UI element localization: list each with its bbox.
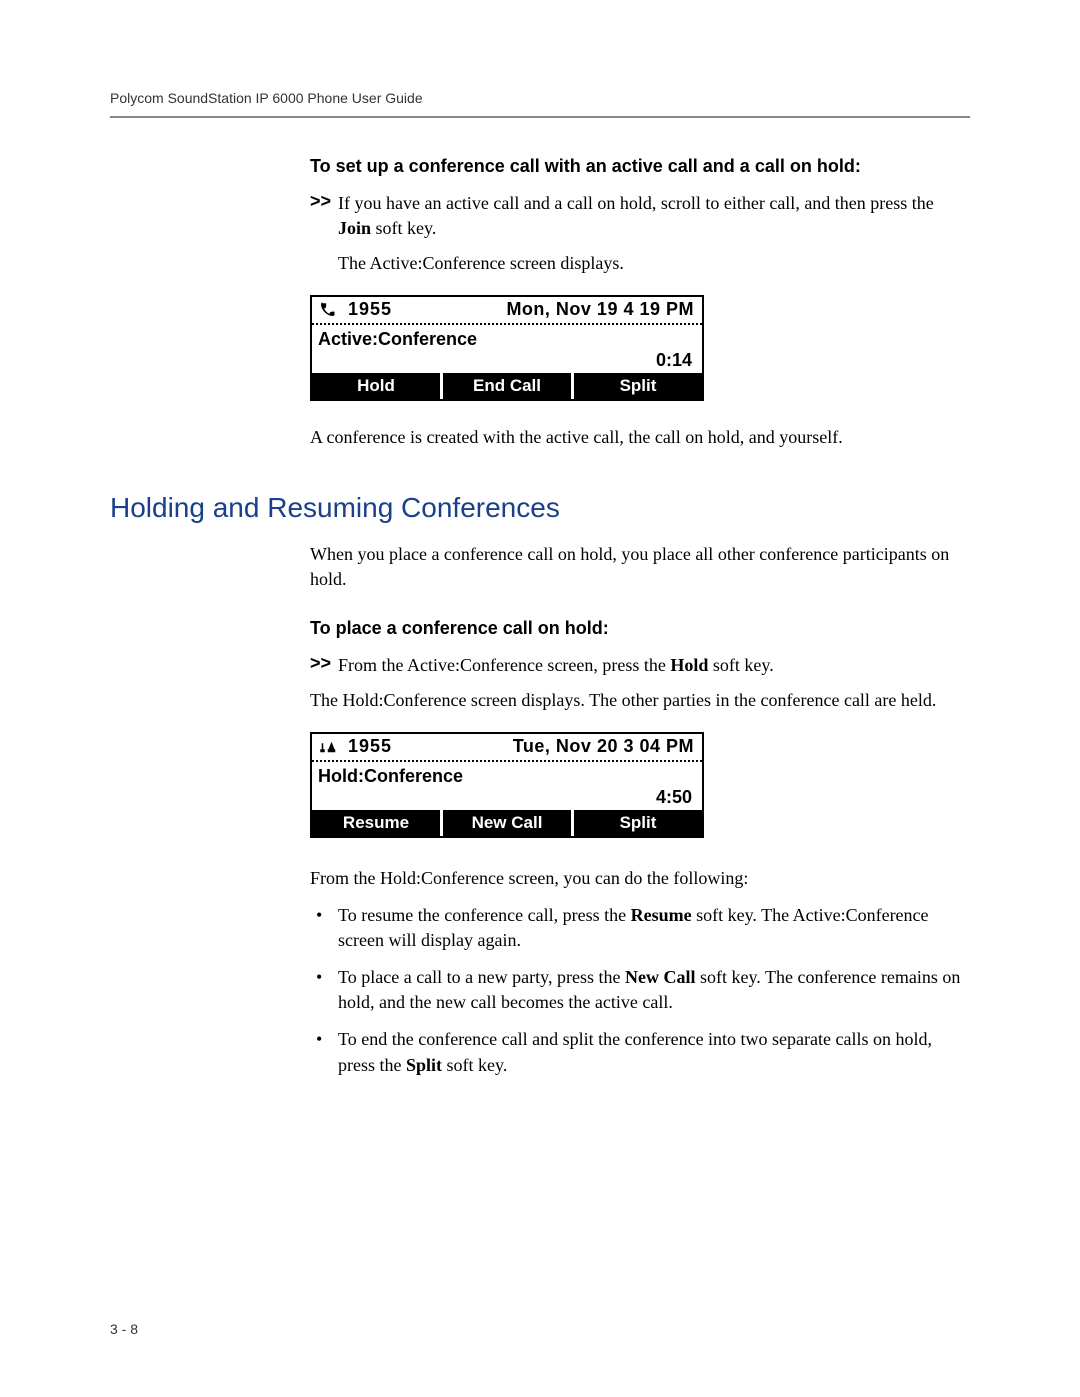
step-row: >> From the Active:Conference screen, pr… [310, 653, 970, 678]
softkey-new-call[interactable]: New Call [443, 810, 574, 836]
paragraph: A conference is created with the active … [310, 425, 970, 450]
softkey-row: Resume New Call Split [312, 810, 702, 836]
bullet-text: To place a call to a new party, press th… [338, 965, 970, 1015]
bullet-text: To end the conference call and split the… [338, 1027, 970, 1077]
softkey-row: Hold End Call Split [312, 373, 702, 399]
call-timer: 0:14 [318, 350, 696, 371]
phone-topbar: 1955 Tue, Nov 20 3 04 PM [312, 734, 702, 762]
bold-resume: Resume [631, 905, 692, 925]
phone-topbar: 1955 Mon, Nov 19 4 19 PM [312, 297, 702, 325]
subheading-setup-conference: To set up a conference call with an acti… [310, 156, 970, 177]
text-fragment: To place a call to a new party, press th… [338, 967, 625, 987]
softkey-hold[interactable]: Hold [312, 373, 443, 399]
bullet-marker: • [316, 965, 338, 990]
bold-new-call: New Call [625, 967, 696, 987]
text-fragment: soft key. [708, 655, 773, 675]
header-title: Polycom SoundStation IP 6000 Phone User … [110, 90, 423, 106]
bold-hold: Hold [670, 655, 708, 675]
text-fragment: soft key. [371, 218, 436, 238]
softkey-resume[interactable]: Resume [312, 810, 443, 836]
bullet-text: To resume the conference call, press the… [338, 903, 970, 953]
hold-icon [316, 740, 338, 754]
bullet-marker: • [316, 903, 338, 928]
phone-body: Hold:Conference 4:50 [312, 762, 702, 810]
softkey-split[interactable]: Split [574, 810, 702, 836]
subheading-place-hold: To place a conference call on hold: [310, 618, 970, 639]
step-text: If you have an active call and a call on… [338, 191, 970, 241]
phone-screen-hold-conference: 1955 Tue, Nov 20 3 04 PM Hold:Conference… [310, 732, 704, 838]
text-fragment: soft key. [442, 1055, 507, 1075]
call-state-label: Hold:Conference [318, 766, 696, 787]
step-row: >> If you have an active call and a call… [310, 191, 970, 241]
call-timer: 4:50 [318, 787, 696, 808]
bold-split: Split [406, 1055, 442, 1075]
bullet-marker: • [316, 1027, 338, 1052]
content-block-2: When you place a conference call on hold… [110, 542, 970, 1078]
paragraph: The Hold:Conference screen displays. The… [310, 688, 970, 713]
phone-number: 1955 [348, 299, 392, 320]
phone-number: 1955 [348, 736, 392, 757]
phone-body: Active:Conference 0:14 [312, 325, 702, 373]
phone-datetime: Mon, Nov 19 4 19 PM [506, 299, 694, 320]
page-header: Polycom SoundStation IP 6000 Phone User … [110, 90, 970, 118]
handset-icon [316, 301, 338, 319]
page-number: 3 - 8 [110, 1321, 138, 1337]
call-state-label: Active:Conference [318, 329, 696, 350]
section-title-holding-resuming: Holding and Resuming Conferences [110, 492, 970, 524]
text-fragment: If you have an active call and a call on… [338, 193, 934, 213]
step-marker: >> [310, 191, 338, 212]
phone-screen-active-conference: 1955 Mon, Nov 19 4 19 PM Active:Conferen… [310, 295, 704, 401]
softkey-split[interactable]: Split [574, 373, 702, 399]
text-fragment: To resume the conference call, press the [338, 905, 631, 925]
paragraph: From the Hold:Conference screen, you can… [310, 866, 970, 891]
bullet-item: • To resume the conference call, press t… [316, 903, 970, 953]
content-block-1: To set up a conference call with an acti… [110, 156, 970, 450]
softkey-end-call[interactable]: End Call [443, 373, 574, 399]
phone-datetime: Tue, Nov 20 3 04 PM [513, 736, 694, 757]
bullet-item: • To place a call to a new party, press … [316, 965, 970, 1015]
page: Polycom SoundStation IP 6000 Phone User … [0, 0, 1080, 1397]
bold-join: Join [338, 218, 371, 238]
text-fragment: From the Active:Conference screen, press… [338, 655, 670, 675]
bullet-item: • To end the conference call and split t… [316, 1027, 970, 1077]
paragraph: The Active:Conference screen displays. [338, 251, 970, 276]
step-text: From the Active:Conference screen, press… [338, 653, 774, 678]
step-marker: >> [310, 653, 338, 674]
paragraph: When you place a conference call on hold… [310, 542, 970, 592]
